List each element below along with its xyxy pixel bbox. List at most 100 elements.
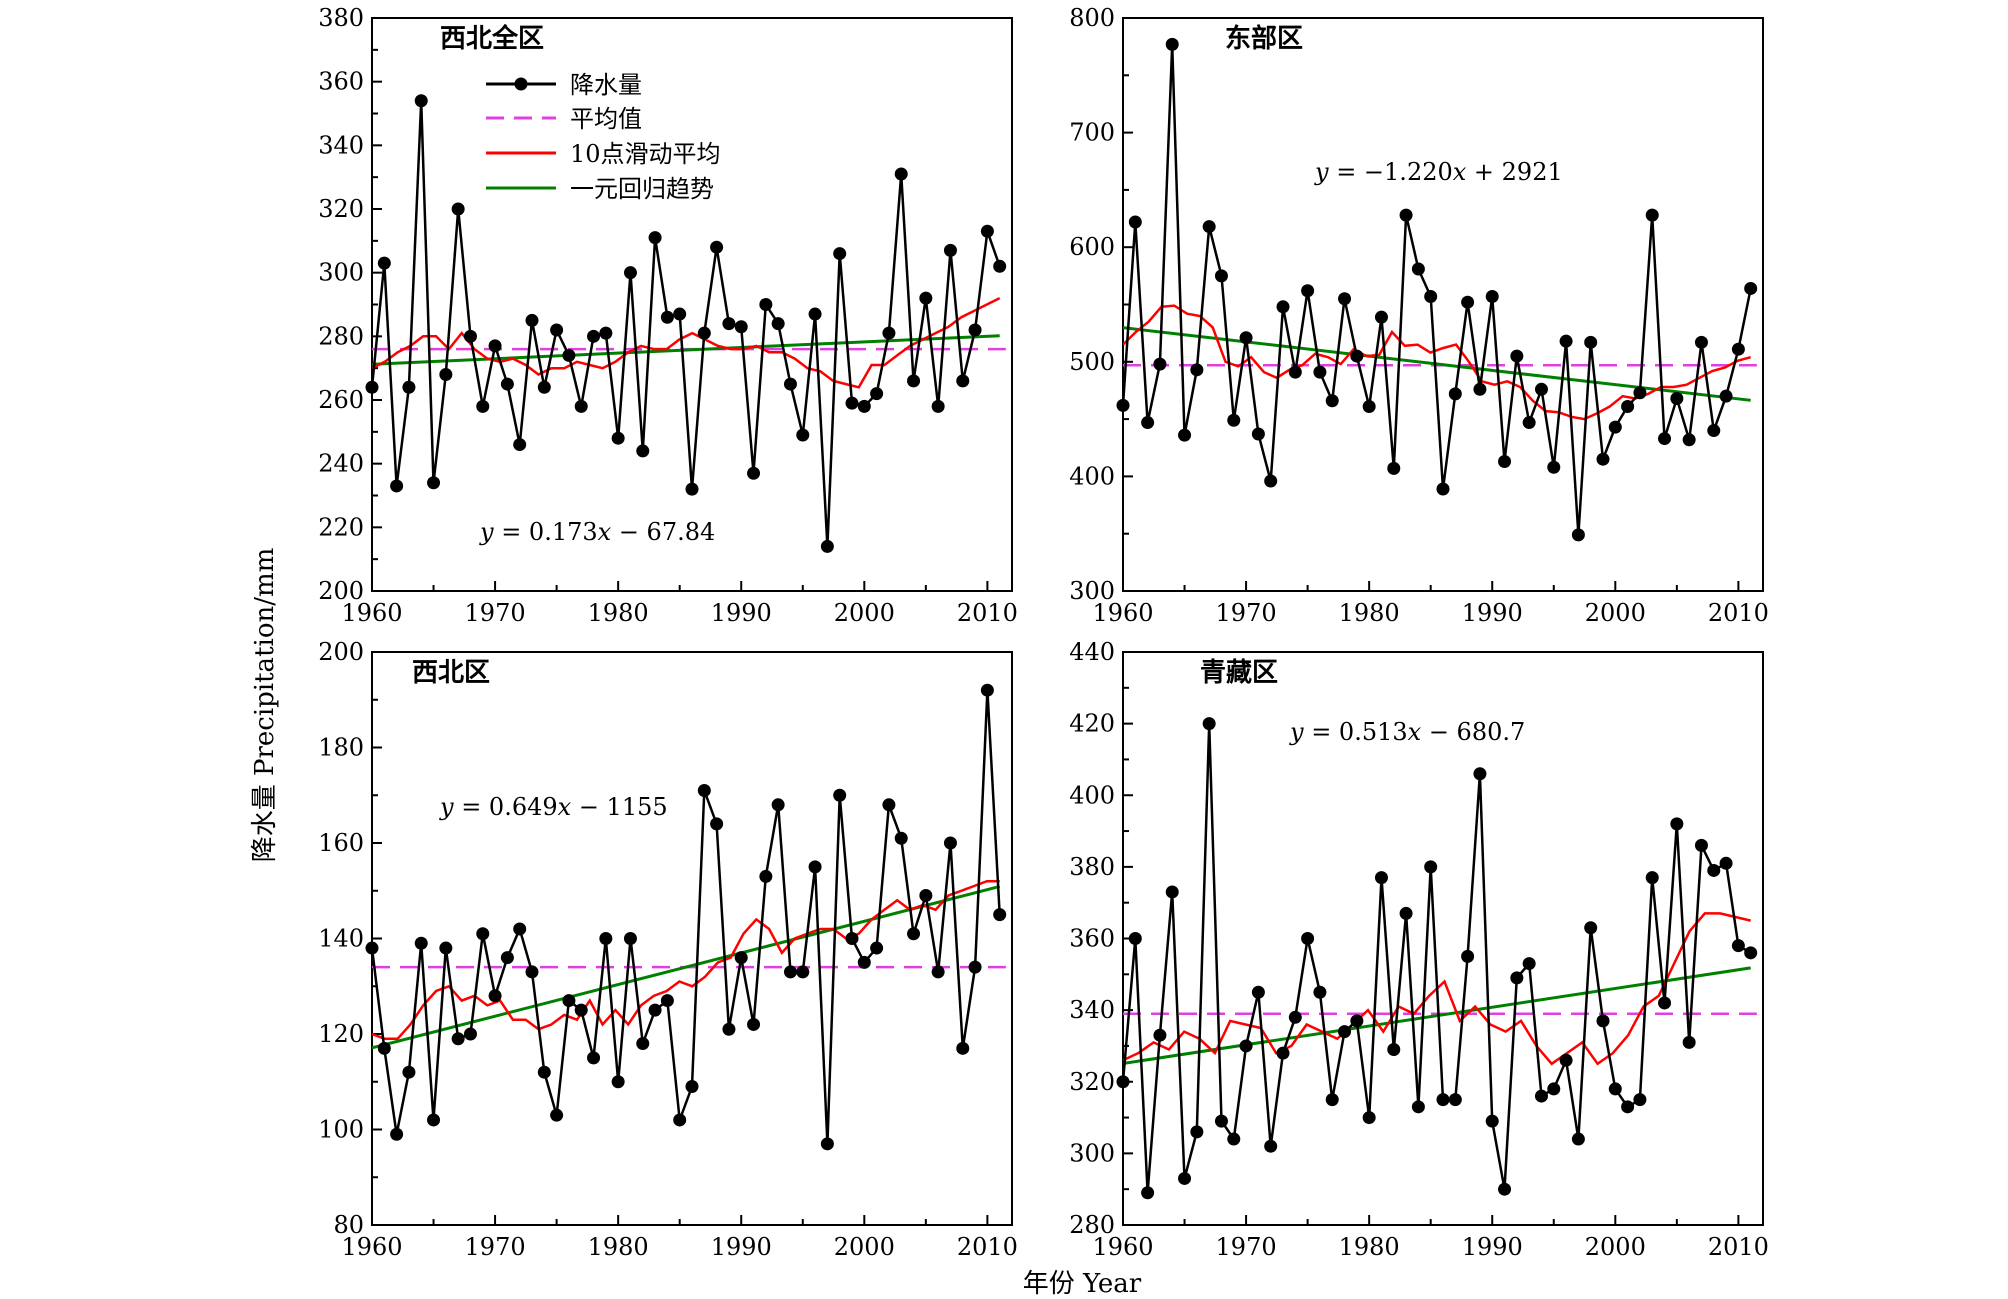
precip-point	[1214, 269, 1228, 283]
precip-point	[907, 374, 921, 388]
precip-point	[660, 994, 674, 1008]
chart-panel-2: 1960 1970 1980 1990 2000 2010 300 400 500 600 700 8…	[1069, 4, 1769, 627]
precip-point	[1694, 335, 1708, 349]
y-tick-label: 180	[318, 734, 364, 762]
precip-point	[993, 908, 1007, 922]
x-tick-label: 2000	[1585, 599, 1646, 627]
precip-point	[587, 1051, 601, 1065]
precip-point	[1731, 342, 1745, 356]
precip-point	[759, 298, 773, 311]
precip-point	[857, 955, 871, 969]
precip-point	[1707, 424, 1721, 438]
equation-slope: = −1.220	[1329, 158, 1453, 186]
precip-point	[857, 399, 871, 413]
precip-point	[562, 348, 576, 362]
precip-point	[500, 951, 514, 965]
precip-point	[513, 438, 527, 452]
precip-point	[1719, 856, 1733, 870]
precip-point	[783, 965, 797, 979]
precip-point	[734, 320, 748, 334]
precip-point	[1325, 394, 1339, 408]
y-tick-label: 160	[318, 829, 364, 857]
precip-point	[833, 788, 847, 802]
precip-point	[1239, 331, 1253, 345]
x-tick-label: 1990	[711, 1233, 772, 1261]
x-tick-label: 2000	[1585, 1233, 1646, 1261]
precip-point	[1276, 1046, 1290, 1060]
precip-point	[734, 951, 748, 965]
y-tick-label: 360	[1069, 925, 1115, 953]
y-tick-label: 240	[318, 450, 364, 478]
x-tick-label: 2010	[957, 1233, 1018, 1261]
y-tick-label: 300	[1069, 577, 1115, 605]
equation-intercept: − 1155	[571, 793, 667, 821]
precip-point	[1682, 433, 1696, 447]
precip-point	[414, 94, 428, 108]
precip-point	[562, 994, 576, 1008]
y-tick-label: 400	[1069, 781, 1115, 809]
precip-point	[1399, 906, 1413, 920]
x-tick-label: 2010	[957, 599, 1018, 627]
precip-point	[1178, 1171, 1192, 1185]
precip-point	[1128, 215, 1142, 229]
plot-area	[1123, 723, 1757, 1193]
precip-point	[1264, 474, 1278, 488]
precip-point	[1621, 1100, 1635, 1114]
precip-point	[796, 428, 810, 442]
precip-point	[943, 836, 957, 850]
precip-point	[697, 326, 711, 340]
plot-area	[1123, 44, 1757, 535]
equation-y: y	[1289, 718, 1304, 746]
precip-point	[820, 1137, 834, 1151]
precip-point	[365, 941, 379, 955]
precip-point	[463, 329, 477, 343]
equation-slope: = 0.649	[454, 793, 558, 821]
y-tick-label: 280	[1069, 1211, 1115, 1239]
equation-x: x	[598, 518, 612, 546]
precip-point	[1633, 1093, 1647, 1107]
precip-point	[1141, 416, 1155, 430]
precip-point	[1534, 382, 1548, 396]
chart-panel-4: 1960 1970 1980 1990 2000 2010 280 300 320 340 360 3…	[1069, 638, 1769, 1261]
precip-point	[1473, 382, 1487, 396]
precip-point	[1645, 208, 1659, 222]
precip-point	[1227, 1132, 1241, 1146]
panel-title: 西北全区	[440, 23, 544, 54]
precip-point	[439, 941, 453, 955]
precip-point	[722, 317, 736, 331]
precip-point	[771, 798, 785, 812]
legend-item-trend: 一元回归趋势	[486, 175, 714, 203]
precip-point	[1387, 461, 1401, 475]
regression-equation: y = 0.513x − 680.7	[1289, 718, 1525, 746]
precip-point	[1448, 1093, 1462, 1107]
precip-point	[574, 1003, 588, 1017]
precip-point	[771, 317, 785, 331]
equation-slope: = 0.173	[494, 518, 598, 546]
precip-point	[623, 266, 637, 280]
y-tick-label: 260	[318, 386, 364, 414]
precip-point	[1128, 932, 1142, 945]
precip-point	[1374, 871, 1388, 885]
precip-point	[1153, 1028, 1167, 1042]
moving-average-line	[372, 296, 1001, 389]
precip-point	[1510, 971, 1524, 985]
precip-point	[1227, 413, 1241, 427]
precip-point	[796, 965, 810, 979]
precip-point	[894, 167, 908, 181]
x-tick-label: 1990	[1462, 1233, 1523, 1261]
precip-point	[919, 291, 933, 305]
precip-point	[1682, 1035, 1696, 1049]
precip-point	[660, 310, 674, 324]
precip-point	[1313, 365, 1327, 379]
equation-x: x	[558, 793, 572, 821]
x-tick-label: 1980	[1339, 599, 1400, 627]
precip-point	[1141, 1186, 1155, 1200]
precip-point	[783, 377, 797, 391]
precip-point	[476, 927, 490, 941]
x-tick-label: 1960	[1092, 1233, 1153, 1261]
precip-point	[402, 1065, 416, 1079]
precip-point	[1424, 860, 1438, 874]
precip-point	[525, 965, 539, 979]
precip-point	[1461, 295, 1475, 309]
